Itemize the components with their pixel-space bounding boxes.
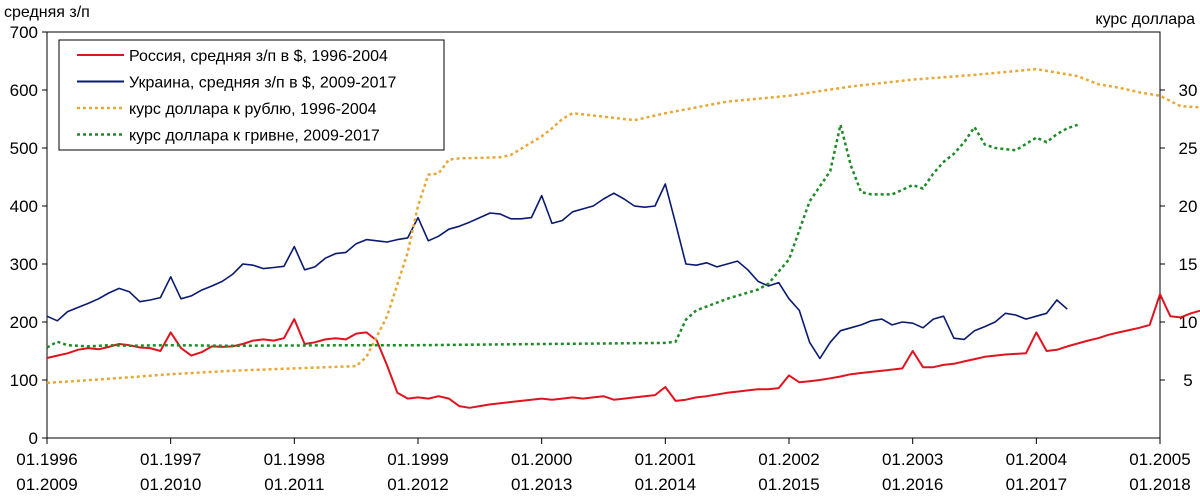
x-tick-label-bottom: 01.2012 [387, 475, 448, 494]
right-tick-label: 20 [1179, 197, 1198, 216]
x-tick-label-bottom: 01.2018 [1129, 475, 1190, 494]
x-tick-label-bottom: 01.2010 [140, 475, 201, 494]
x-tick-label-top: 01.2003 [882, 450, 943, 469]
x-tick-label-top: 01.2005 [1129, 450, 1190, 469]
left-tick-label: 400 [10, 197, 38, 216]
series-line-4 [46, 123, 1079, 349]
right-tick-label: 5 [1183, 371, 1192, 390]
series-line-3 [46, 67, 1200, 385]
legend-entry-label: курс доллара к гривне, 2009-2017 [129, 128, 380, 145]
legend-box [58, 39, 445, 151]
left-tick-label: 200 [10, 313, 38, 332]
series-lines [46, 67, 1200, 409]
x-tick-label-top: 01.2004 [1006, 450, 1067, 469]
plot-frame [46, 31, 1161, 439]
left-tick-label: 0 [29, 429, 38, 448]
left-axis-label: средняя з/п [4, 4, 90, 21]
x-tick-label-bottom: 01.2009 [16, 475, 77, 494]
x-tick-label-top: 01.2001 [635, 450, 696, 469]
series-line-1 [46, 293, 1200, 409]
left-tick-label: 300 [10, 255, 38, 274]
right-tick-label: 10 [1179, 313, 1198, 332]
x-tick-label-top: 01.2002 [758, 450, 819, 469]
x-tick-label-top: 01.1996 [16, 450, 77, 469]
x-tick-label-bottom: 01.2017 [1006, 475, 1067, 494]
x-tick-label-top: 01.1998 [264, 450, 325, 469]
left-tick-label: 100 [10, 371, 38, 390]
x-tick-label-bottom: 01.2014 [635, 475, 696, 494]
series-line-2 [46, 183, 1068, 360]
left-tick-label: 700 [10, 23, 38, 42]
legend: Россия, средняя з/п в $, 1996-2004 Украин… [58, 39, 445, 151]
x-tick-label-top: 01.2000 [511, 450, 572, 469]
right-tick-label: 25 [1179, 139, 1198, 158]
legend-entry-label: Украина, средняя з/п в $, 2009-2017 [129, 75, 396, 92]
x-tick-label-top: 01.1999 [387, 450, 448, 469]
x-tick-label-bottom: 01.2016 [882, 475, 943, 494]
legend-entry-label: Россия, средняя з/п в $, 1996-2004 [129, 48, 388, 65]
left-tick-label: 500 [10, 139, 38, 158]
right-tick-label: 30 [1179, 81, 1198, 100]
axes: 0 100 200 300 400 500 600 700 5 10 15 20 25 30 01.1996… [10, 23, 1198, 494]
right-tick-label: 15 [1179, 255, 1198, 274]
x-tick-label-bottom: 01.2015 [758, 475, 819, 494]
x-tick-label-bottom: 01.2011 [264, 475, 324, 494]
x-tick-label-top: 01.1997 [140, 450, 201, 469]
right-axis-label: курс доллара [1095, 11, 1195, 28]
left-tick-label: 600 [10, 81, 38, 100]
legend-entry-label: курс доллара к рублю, 1996-2004 [129, 101, 377, 118]
x-tick-label-bottom: 01.2013 [511, 475, 572, 494]
